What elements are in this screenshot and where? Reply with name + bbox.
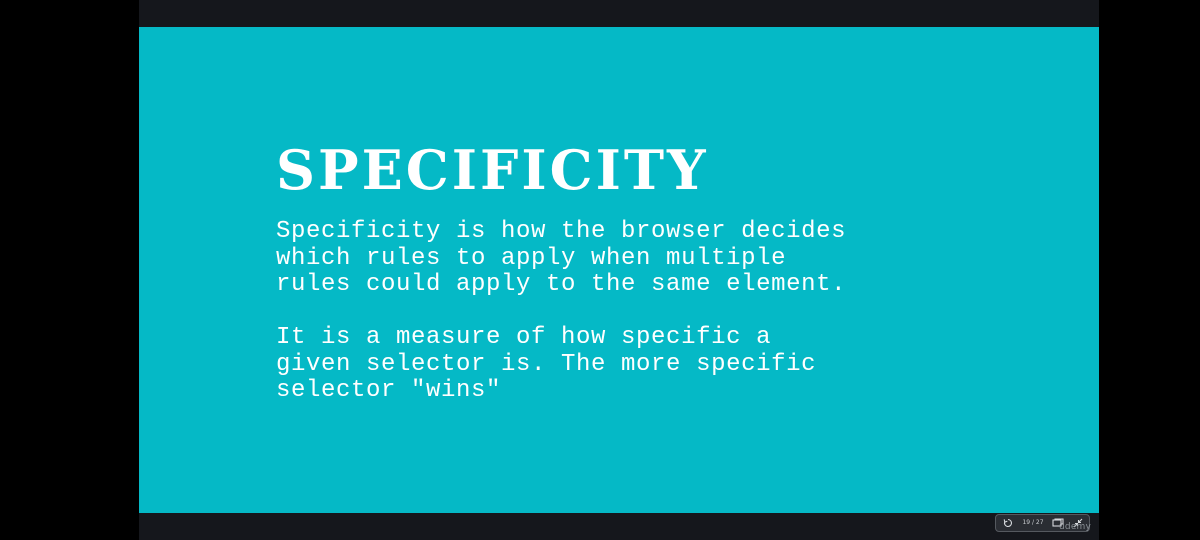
reset-button[interactable] (1001, 515, 1015, 531)
page-indicator: 19 / 27 (1022, 519, 1044, 526)
text-line: selector "wins" (276, 377, 502, 404)
screen-button[interactable] (1051, 515, 1065, 531)
slide-paragraph-definition: Specificity is how the browser decides w… (276, 218, 996, 299)
collapse-button[interactable] (1071, 515, 1085, 531)
slide-viewer: SPECIFICITY Specificity is how the brows… (139, 0, 1099, 540)
slide-title: SPECIFICITY (276, 138, 709, 202)
text-line: Specificity is how the browser decides (276, 218, 847, 245)
text-line: It is a measure of how specific a (276, 324, 772, 351)
screen-icon (1052, 518, 1064, 528)
collapse-icon (1073, 518, 1083, 528)
slide-paragraph-measure: It is a measure of how specific a given … (276, 324, 996, 405)
reset-icon (1003, 518, 1013, 528)
text-line: which rules to apply when multiple (276, 244, 787, 272)
slide-controls: 19 / 27 (995, 514, 1090, 532)
slide-body: Specificity is how the browser decides w… (276, 218, 996, 405)
slide: SPECIFICITY Specificity is how the brows… (139, 27, 1099, 513)
text-line: rules could apply to the same element. (276, 271, 847, 298)
text-line: given selector is. The more specific (276, 350, 817, 378)
udemy-watermark: udemy (1059, 522, 1092, 532)
